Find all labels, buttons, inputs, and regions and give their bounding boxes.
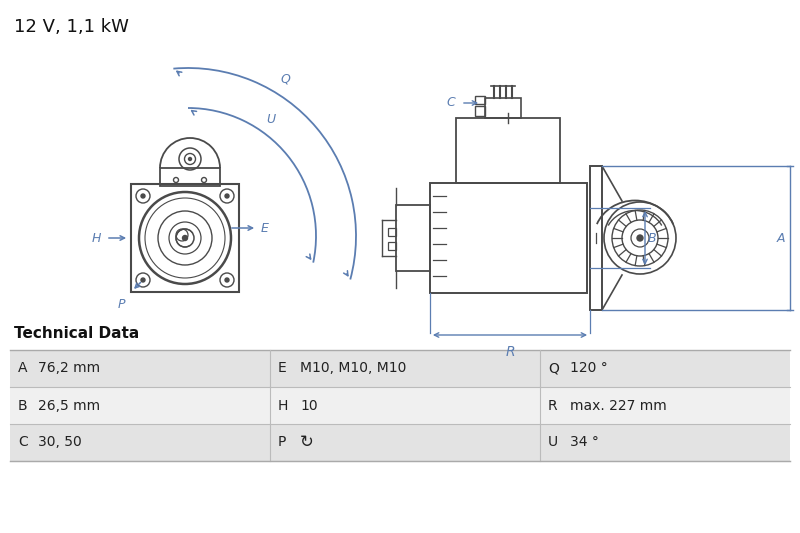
Text: C: C xyxy=(446,96,455,109)
Text: 26,5 mm: 26,5 mm xyxy=(38,399,100,413)
Text: 30, 50: 30, 50 xyxy=(38,435,82,449)
Text: E: E xyxy=(261,222,269,235)
Text: P: P xyxy=(278,435,286,449)
Text: C: C xyxy=(18,435,28,449)
Text: Technical Data: Technical Data xyxy=(14,326,139,341)
Bar xyxy=(131,184,239,292)
Text: E: E xyxy=(278,361,286,376)
Text: M10, M10, M10: M10, M10, M10 xyxy=(300,361,406,376)
Circle shape xyxy=(182,236,187,240)
Text: B: B xyxy=(648,231,657,245)
Circle shape xyxy=(225,194,229,198)
Bar xyxy=(475,106,485,116)
Text: H: H xyxy=(278,399,288,413)
Bar xyxy=(10,387,790,424)
Circle shape xyxy=(141,194,145,198)
Circle shape xyxy=(225,278,229,282)
Text: A: A xyxy=(777,231,785,245)
Bar xyxy=(388,242,396,250)
Text: 76,2 mm: 76,2 mm xyxy=(38,361,100,376)
Text: A: A xyxy=(18,361,27,376)
Text: U: U xyxy=(548,435,558,449)
Text: Q: Q xyxy=(548,361,559,376)
Text: Q: Q xyxy=(280,72,290,85)
Text: R: R xyxy=(548,399,558,413)
Text: ↻: ↻ xyxy=(300,433,314,451)
Text: P: P xyxy=(118,298,125,311)
Bar xyxy=(430,183,587,293)
Bar xyxy=(396,205,430,271)
Text: H: H xyxy=(92,231,101,245)
Bar xyxy=(10,424,790,461)
Text: R: R xyxy=(505,345,515,359)
Text: U: U xyxy=(266,113,275,126)
Text: 34 °: 34 ° xyxy=(570,435,599,449)
Text: 10: 10 xyxy=(300,399,318,413)
Bar xyxy=(10,350,790,387)
Bar xyxy=(485,98,521,118)
Bar xyxy=(590,166,602,310)
Circle shape xyxy=(189,157,191,160)
Bar xyxy=(456,118,560,183)
Bar xyxy=(475,96,485,104)
Text: B: B xyxy=(18,399,28,413)
Circle shape xyxy=(637,235,643,241)
Text: 12 V, 1,1 kW: 12 V, 1,1 kW xyxy=(14,18,129,36)
Text: max. 227 mm: max. 227 mm xyxy=(570,399,666,413)
Circle shape xyxy=(141,278,145,282)
Bar xyxy=(160,168,220,186)
Text: 120 °: 120 ° xyxy=(570,361,608,376)
Bar xyxy=(388,228,396,236)
